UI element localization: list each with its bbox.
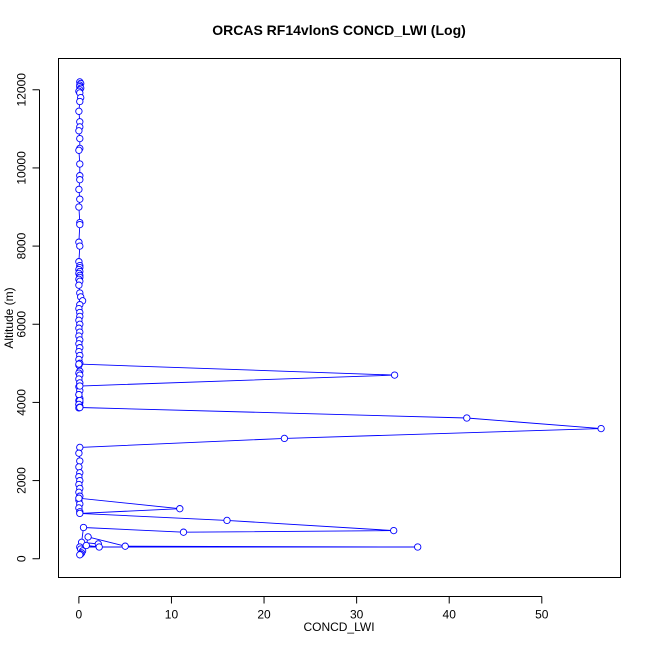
y-tick-label: 8000 xyxy=(15,232,29,259)
data-point xyxy=(76,457,84,465)
series-layer xyxy=(75,78,605,559)
data-point xyxy=(76,382,84,390)
data-point xyxy=(75,360,83,368)
data-point xyxy=(463,414,471,422)
y-tick-label: 12000 xyxy=(15,73,29,107)
data-point xyxy=(75,185,83,194)
data-point xyxy=(390,526,398,535)
x-tick-label: 10 xyxy=(165,608,179,622)
plot-frame xyxy=(58,58,621,578)
x-tick-label: 20 xyxy=(257,608,271,622)
data-point xyxy=(76,443,84,452)
y-axis-label: Altitude (m) xyxy=(2,287,16,348)
data-point xyxy=(95,543,103,551)
data-point xyxy=(223,516,231,525)
data-point xyxy=(390,371,399,379)
x-axis-label: CONCD_LWI xyxy=(303,620,374,634)
x-tick-label: 30 xyxy=(350,608,364,622)
data-point xyxy=(75,203,83,211)
y-tick-label: 0 xyxy=(15,555,29,562)
data-point xyxy=(414,543,422,551)
data-point xyxy=(597,424,605,433)
data-point xyxy=(75,281,83,289)
y-axis: 0 2000 4000 6000 8000 10000 12000 xyxy=(15,73,40,562)
data-point xyxy=(75,463,83,471)
data-point xyxy=(76,195,84,203)
data-point xyxy=(84,533,92,541)
data-point xyxy=(75,449,83,457)
y-tick-label: 10000 xyxy=(15,151,29,185)
x-axis: 0 10 20 30 40 50 xyxy=(76,596,549,622)
x-tick-label: 0 xyxy=(76,608,83,622)
data-point xyxy=(79,523,88,532)
data-point xyxy=(76,134,84,143)
y-tick-label: 4000 xyxy=(15,389,29,416)
chart-title: ORCAS RF14vlonS CONCD_LWI (Log) xyxy=(212,22,466,38)
y-tick-label: 6000 xyxy=(15,311,29,338)
data-point xyxy=(75,390,83,399)
data-point xyxy=(121,542,129,550)
y-tick-label: 2000 xyxy=(15,467,29,494)
data-point xyxy=(75,494,83,502)
data-point xyxy=(76,220,84,229)
data-point xyxy=(75,107,83,115)
data-point xyxy=(76,509,84,518)
data-point xyxy=(76,403,84,412)
data-point xyxy=(75,127,83,135)
x-tick-label: 40 xyxy=(443,608,457,622)
data-point xyxy=(76,176,84,184)
data-point xyxy=(280,434,289,443)
data-point xyxy=(176,505,184,513)
data-point xyxy=(76,97,84,106)
data-point xyxy=(76,551,84,559)
data-point xyxy=(76,242,84,250)
data-point xyxy=(75,146,83,154)
data-point xyxy=(76,160,84,168)
x-tick-label: 50 xyxy=(535,608,549,622)
data-point xyxy=(179,528,188,536)
